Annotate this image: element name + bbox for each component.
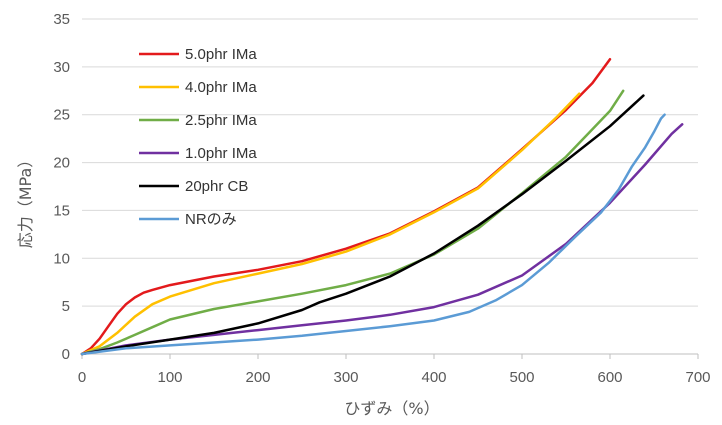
legend: 5.0phr IMa 4.0phr IMa 2.5phr IMa 1.0phr IMa…	[139, 46, 257, 228]
series-lines	[80, 57, 684, 356]
series-line-1	[80, 92, 581, 356]
x-tick-label: 300	[333, 369, 358, 386]
legend-label: 2.5phr IMa	[185, 112, 257, 129]
gridlines	[82, 18, 698, 307]
x-tick-label: 100	[157, 369, 182, 386]
legend-label: 20phr CB	[185, 178, 248, 195]
legend-label: NRのみ	[185, 211, 237, 228]
x-tick-label: 600	[597, 369, 622, 386]
series-line-2	[80, 89, 625, 356]
axes	[81, 353, 699, 359]
y-tick-label: 10	[53, 250, 70, 267]
y-tick-label: 35	[53, 11, 70, 28]
x-axis-title: ひずみ（%）	[344, 399, 439, 418]
x-tick-label: 0	[78, 369, 86, 386]
legend-label: 1.0phr IMa	[185, 145, 257, 162]
y-tick-label: 15	[53, 202, 70, 219]
legend-label: 4.0phr IMa	[185, 79, 257, 96]
y-tick-label: 20	[53, 155, 70, 172]
y-tick-label: 0	[62, 346, 70, 363]
legend-label: 5.0phr IMa	[185, 46, 257, 63]
x-tick-label: 400	[421, 369, 446, 386]
y-axis-title: 応力（MPa）	[16, 152, 35, 249]
series-line-0	[80, 57, 612, 356]
series-line-4	[80, 94, 645, 356]
x-tick-label: 200	[245, 369, 270, 386]
series-line-5	[80, 113, 666, 356]
x-tick-label: 500	[509, 369, 534, 386]
y-tick-label: 5	[62, 298, 70, 315]
y-tick-label: 30	[53, 59, 70, 76]
x-tick-label: 700	[685, 369, 710, 386]
y-tick-label: 25	[53, 107, 70, 124]
tick-labels: 0 5 10 15 20 25 30 35 0 100 200 300 400 500 600 700	[53, 11, 710, 386]
